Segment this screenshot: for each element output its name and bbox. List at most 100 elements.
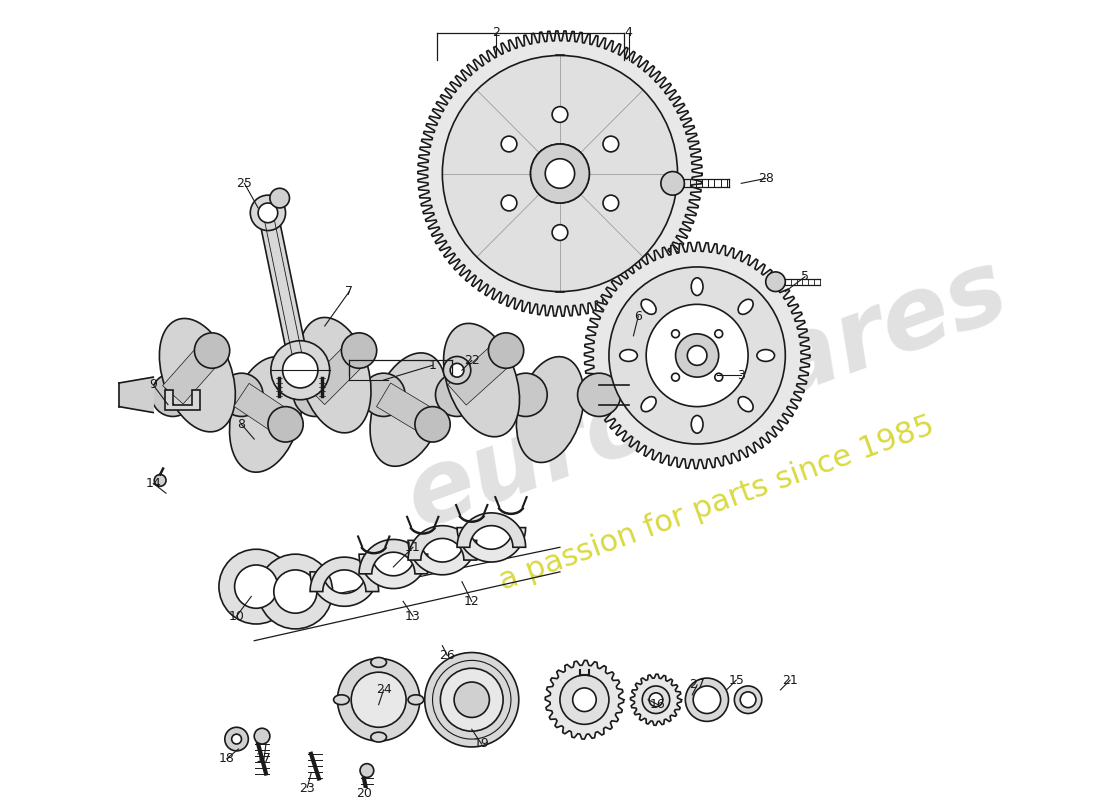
Circle shape bbox=[154, 474, 166, 486]
Circle shape bbox=[436, 373, 478, 417]
Circle shape bbox=[693, 686, 720, 714]
Circle shape bbox=[258, 203, 277, 222]
Polygon shape bbox=[310, 572, 378, 606]
Circle shape bbox=[688, 346, 707, 366]
Ellipse shape bbox=[443, 323, 519, 437]
Circle shape bbox=[232, 734, 242, 744]
Text: 7: 7 bbox=[345, 285, 353, 298]
Circle shape bbox=[454, 682, 490, 718]
Ellipse shape bbox=[230, 357, 302, 472]
Circle shape bbox=[578, 373, 620, 417]
Circle shape bbox=[715, 374, 723, 381]
Ellipse shape bbox=[691, 415, 703, 433]
Circle shape bbox=[530, 144, 590, 203]
Circle shape bbox=[251, 195, 286, 230]
Ellipse shape bbox=[738, 299, 754, 314]
Circle shape bbox=[274, 570, 317, 613]
Circle shape bbox=[603, 195, 618, 211]
Circle shape bbox=[504, 373, 547, 417]
Text: 22: 22 bbox=[464, 354, 480, 367]
Text: 25: 25 bbox=[236, 177, 252, 190]
Text: 16: 16 bbox=[650, 698, 666, 711]
Polygon shape bbox=[630, 674, 681, 726]
Text: 23: 23 bbox=[299, 782, 315, 794]
Polygon shape bbox=[376, 383, 440, 436]
Ellipse shape bbox=[691, 278, 703, 295]
Text: 20: 20 bbox=[356, 786, 372, 800]
Circle shape bbox=[294, 373, 337, 417]
Circle shape bbox=[661, 171, 684, 195]
Ellipse shape bbox=[333, 695, 350, 705]
Text: 12: 12 bbox=[464, 595, 480, 608]
Polygon shape bbox=[310, 557, 378, 591]
Text: 9: 9 bbox=[150, 378, 157, 391]
Circle shape bbox=[649, 693, 663, 706]
Circle shape bbox=[338, 658, 420, 741]
Circle shape bbox=[360, 764, 374, 778]
Circle shape bbox=[530, 144, 590, 203]
Circle shape bbox=[546, 158, 574, 188]
Text: 26: 26 bbox=[439, 649, 455, 662]
Ellipse shape bbox=[370, 353, 446, 466]
Polygon shape bbox=[546, 660, 624, 739]
Circle shape bbox=[685, 678, 728, 722]
Text: 19: 19 bbox=[474, 738, 490, 750]
Polygon shape bbox=[456, 513, 526, 547]
Polygon shape bbox=[418, 31, 702, 316]
Text: 28: 28 bbox=[758, 172, 773, 185]
Polygon shape bbox=[359, 539, 428, 574]
Circle shape bbox=[603, 136, 618, 152]
Polygon shape bbox=[448, 340, 515, 405]
Text: 6: 6 bbox=[635, 310, 642, 322]
Circle shape bbox=[502, 136, 517, 152]
Circle shape bbox=[220, 373, 263, 417]
Circle shape bbox=[234, 565, 277, 608]
Polygon shape bbox=[163, 342, 222, 404]
Text: 24: 24 bbox=[376, 683, 392, 697]
Circle shape bbox=[258, 554, 332, 629]
Ellipse shape bbox=[371, 732, 386, 742]
Polygon shape bbox=[456, 528, 526, 562]
Text: 13: 13 bbox=[405, 610, 421, 622]
Circle shape bbox=[415, 406, 450, 442]
Polygon shape bbox=[165, 390, 200, 410]
Text: 17: 17 bbox=[256, 752, 272, 766]
Ellipse shape bbox=[641, 299, 656, 314]
Text: 2: 2 bbox=[493, 26, 500, 39]
Circle shape bbox=[560, 675, 609, 724]
Circle shape bbox=[766, 272, 785, 291]
Circle shape bbox=[443, 357, 471, 384]
Circle shape bbox=[152, 373, 195, 417]
Circle shape bbox=[642, 686, 670, 714]
Polygon shape bbox=[119, 377, 153, 413]
Text: 1: 1 bbox=[429, 359, 437, 372]
Ellipse shape bbox=[641, 397, 656, 412]
Polygon shape bbox=[408, 526, 476, 560]
Text: 10: 10 bbox=[229, 610, 244, 622]
Circle shape bbox=[573, 688, 596, 711]
Circle shape bbox=[195, 333, 230, 368]
Circle shape bbox=[715, 330, 723, 338]
Text: 15: 15 bbox=[728, 674, 745, 686]
Ellipse shape bbox=[160, 318, 235, 432]
Polygon shape bbox=[306, 341, 368, 405]
Text: 27: 27 bbox=[690, 678, 705, 691]
Text: 5: 5 bbox=[801, 270, 808, 283]
Circle shape bbox=[672, 374, 680, 381]
Circle shape bbox=[442, 55, 678, 291]
Text: a passion for parts since 1985: a passion for parts since 1985 bbox=[495, 410, 938, 595]
Ellipse shape bbox=[516, 357, 584, 462]
Circle shape bbox=[351, 672, 406, 727]
Circle shape bbox=[440, 668, 503, 731]
Circle shape bbox=[341, 333, 376, 368]
Circle shape bbox=[488, 333, 524, 368]
Circle shape bbox=[270, 188, 289, 208]
Circle shape bbox=[502, 195, 517, 211]
Polygon shape bbox=[359, 554, 428, 589]
Circle shape bbox=[672, 330, 680, 338]
Polygon shape bbox=[408, 540, 476, 574]
Circle shape bbox=[271, 341, 330, 400]
Text: 11: 11 bbox=[405, 541, 421, 554]
Text: 21: 21 bbox=[782, 674, 799, 686]
Ellipse shape bbox=[371, 658, 386, 667]
